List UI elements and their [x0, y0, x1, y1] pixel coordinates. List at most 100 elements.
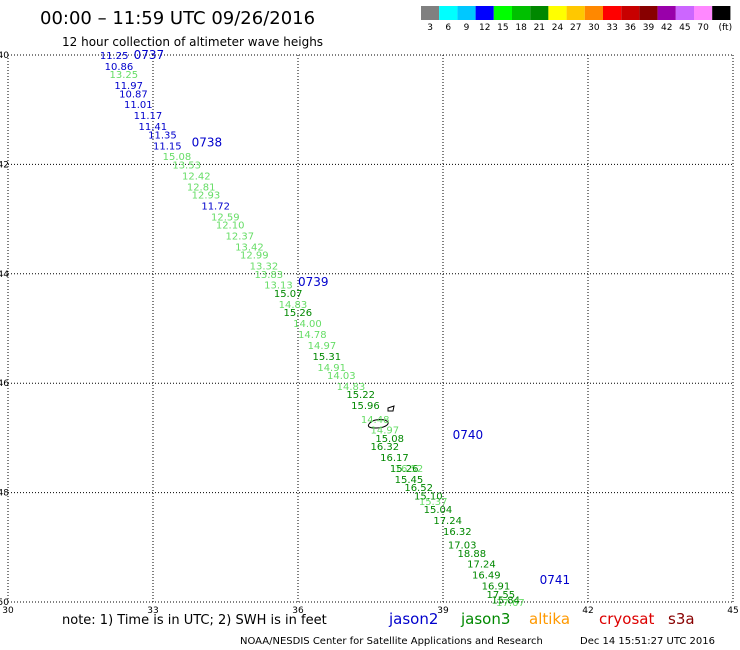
satellite-legend: jason2 jason3 altika cryosat s3a [388, 610, 695, 628]
wave-height-jason3-0: 15.07 [274, 289, 303, 300]
wave-height-jason3-light-13: 13.13 [264, 281, 293, 292]
colorbar-label-6: 21 [534, 23, 545, 33]
wave-height-jason2-1: 10.86 [105, 62, 134, 73]
wave-height-jason2-4: 11.01 [124, 100, 153, 111]
wave-height-jason3-19: 16.91 [482, 582, 511, 593]
time-label-1: 0738 [192, 136, 223, 150]
plot-area [8, 55, 733, 602]
colorbar-swatch-16 [712, 6, 731, 20]
colorbar-swatch-6 [530, 6, 549, 20]
wave-height-jason3-1: 15.26 [284, 308, 313, 319]
colorbar-label-16: (ft) [719, 23, 733, 33]
colorbar-label-8: 27 [570, 23, 581, 33]
wave-height-jason3-15: 17.03 [448, 541, 477, 552]
footer: note: 1) Time is in UTC; 2) SWH is in fe… [62, 610, 715, 647]
time-label-3: 0740 [453, 428, 484, 442]
colorbar-label-2: 9 [464, 23, 470, 33]
wave-height-jason3-7: 16.17 [380, 453, 409, 464]
wave-height-jason3-light-5: 12.93 [192, 190, 221, 201]
satellite-track [367, 405, 395, 429]
chart-title: 00:00 – 11:59 UTC 09/26/2016 [40, 8, 315, 29]
wave-height-jason3-10: 16.52 [404, 483, 433, 494]
wave-height-jason3-light-15: 14.00 [293, 319, 322, 330]
coastline-island-shape [367, 419, 389, 429]
wave-height-jason3-light-2: 13.53 [172, 160, 201, 171]
y-tick-label-1: -42 [0, 160, 9, 170]
x-tick-label-1: 33 [147, 606, 158, 616]
x-tick-label-0: 30 [2, 606, 14, 616]
satellite-legend-altika: altika [529, 610, 570, 628]
satellite-legend-s3a: s3a [668, 610, 695, 628]
wave-height-jason3-21: 15.84 [491, 595, 520, 606]
wave-height-jason3-8: 15.26 [390, 464, 419, 475]
wave-height-jason2-9: 11.72 [201, 201, 230, 212]
colorbar-label-11: 36 [625, 23, 637, 33]
wave-height-jason3-2: 15.31 [313, 352, 342, 363]
wave-height-jason3-16: 18.88 [458, 549, 487, 560]
wave-height-jason2-6: 11.41 [139, 122, 168, 133]
footer-note: note: 1) Time is in UTC; 2) SWH is in fe… [62, 613, 327, 628]
wave-height-jason3-light-1: 15.08 [163, 152, 192, 163]
wave-height-jason3-light-4: 12.81 [187, 182, 216, 193]
colorbar-legend: 3 6 9 12 15 18 21 24 27 30 33 36 39 42 45 70 (ft) [421, 6, 732, 33]
wave-height-jason3-light-12: 13.83 [255, 270, 284, 281]
colorbar-swatch-0 [421, 6, 440, 20]
colorbar-label-12: 39 [643, 23, 655, 33]
colorbar-swatch-13 [657, 6, 676, 20]
wave-height-jason3-14: 16.32 [443, 527, 472, 538]
colorbar-label-9: 30 [588, 23, 600, 33]
grid-lines [7, 54, 734, 603]
colorbar-swatch-8 [566, 6, 585, 20]
wave-height-jason3-light-16: 14.78 [298, 330, 327, 341]
wave-height-jason3-light-23: 16.52 [395, 464, 424, 475]
colorbar-swatch-5 [512, 6, 531, 20]
time-labels: 0737 0738 0739 0740 0741 [134, 48, 571, 587]
wave-height-jason3-13: 17.24 [433, 516, 462, 527]
timestamp-text: Dec 14 15:51:27 UTC 2016 [580, 636, 715, 647]
wave-height-jason3-light-6: 12.59 [211, 212, 240, 223]
wave-height-jason3-18: 16.49 [472, 571, 501, 582]
x-tick-label-3: 39 [437, 606, 449, 616]
time-label-2: 0739 [298, 275, 329, 289]
wave-height-jason3-5: 15.08 [375, 434, 404, 445]
wave-height-jason2-0: 11.25 [100, 51, 129, 62]
wave-height-jason2-2: 11.97 [114, 81, 143, 92]
wave-height-jason3-17: 17.24 [467, 560, 496, 571]
colorbar-swatch-11 [621, 6, 640, 20]
wave-height-jason3-4: 15.96 [351, 401, 380, 412]
colorbar-label-10: 33 [606, 23, 617, 33]
x-tick-label-2: 36 [292, 606, 304, 616]
wave-height-jason3-light-9: 13.42 [235, 242, 264, 253]
colorbar-swatch-12 [639, 6, 658, 20]
colorbar-swatch-10 [603, 6, 622, 20]
colorbar-label-5: 18 [515, 23, 527, 33]
wave-height-jason3-light-7: 12.10 [216, 221, 245, 232]
colorbar-label-0: 3 [427, 23, 433, 33]
wave-height-jason3-light-17: 14.97 [308, 341, 337, 352]
colorbar-label-15: 70 [697, 23, 709, 33]
y-tick-label-4: -48 [0, 489, 9, 499]
credit-text: NOAA/NESDIS Center for Satellite Applica… [240, 636, 543, 647]
axis-tick-labels: 30 33 36 39 42 45 -40 -42 -44 -46 -48 -50 [0, 51, 739, 616]
colorbar-swatch-4 [493, 6, 512, 20]
colorbar-label-1: 6 [445, 23, 451, 33]
colorbar-swatch-1 [439, 6, 458, 20]
y-tick-label-2: -44 [0, 270, 9, 280]
satellite-legend-jason2: jason2 [388, 610, 438, 628]
wave-height-jason3-6: 16.32 [371, 442, 400, 453]
coastline-islet-shape [387, 405, 395, 412]
satellite-legend-cryosat: cryosat [599, 610, 654, 628]
wave-height-jason2-8: 11.15 [153, 141, 182, 152]
colorbar-label-3: 12 [479, 23, 490, 33]
wave-height-jason3-3: 15.22 [346, 390, 375, 401]
wave-height-jason3-light-0: 13.25 [110, 70, 139, 81]
colorbar-label-4: 15 [497, 23, 508, 33]
colorbar-swatch-9 [584, 6, 603, 20]
x-tick-label-4: 42 [582, 606, 593, 616]
wave-height-jason2-3: 10.87 [119, 89, 148, 100]
colorbar-swatch-7 [548, 6, 567, 20]
colorbar-swatch-15 [694, 6, 713, 20]
wave-height-jason3-light-20: 14.83 [337, 382, 366, 393]
wave-height-jason3-light-14: 14.83 [279, 300, 308, 311]
